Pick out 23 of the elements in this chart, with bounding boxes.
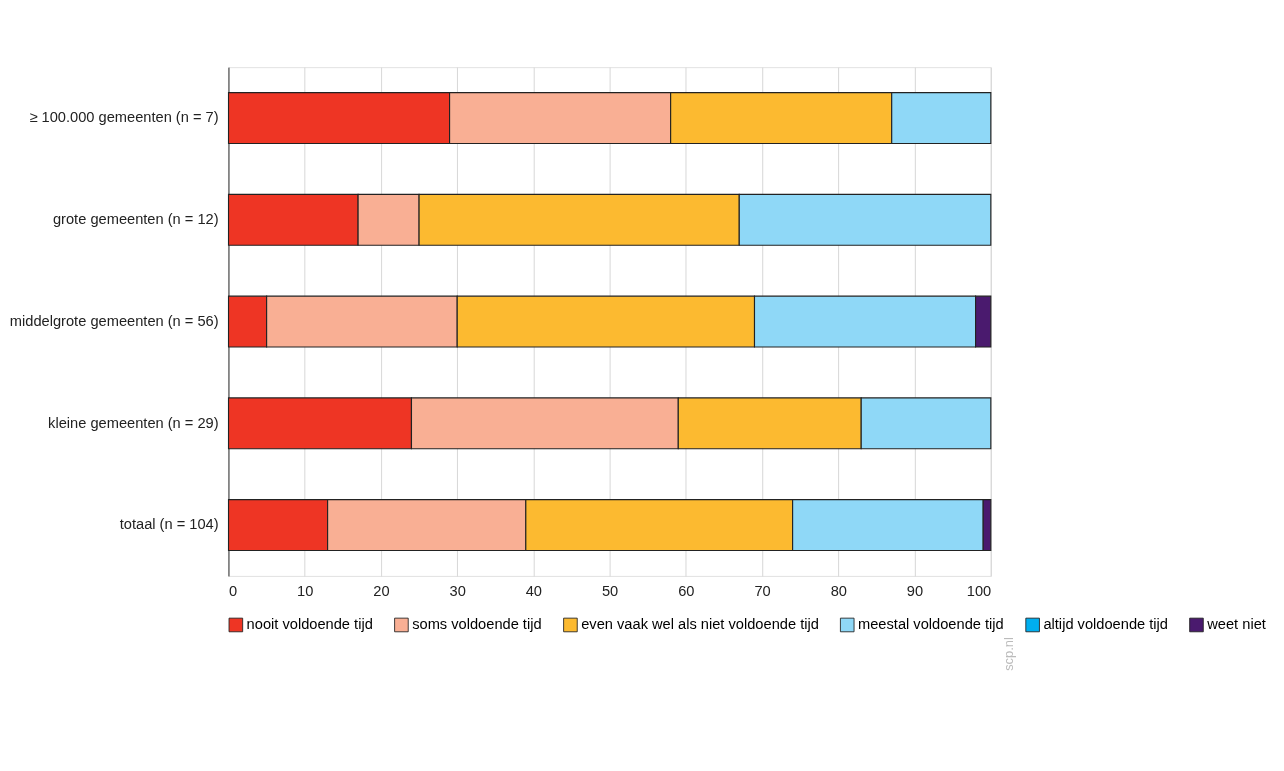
y-tick-label: ≥ 100.000 gemeenten (n = 7) (29, 109, 219, 126)
legend-label: weet niet (1206, 616, 1266, 633)
x-tick-label: 90 (906, 583, 924, 600)
x-tick-label: 10 (297, 583, 314, 600)
x-tick-label: 40 (525, 583, 543, 600)
legend-label: soms voldoende tijd (412, 616, 542, 633)
legend-label: meestal voldoende tijd (858, 616, 1004, 633)
legend-label: nooit voldoende tijd (246, 616, 373, 633)
x-tick-label: 80 (830, 583, 847, 600)
x-tick-label: 70 (754, 583, 771, 600)
y-tick-label: grote gemeenten (n = 12) (52, 211, 219, 228)
x-tick-label: 50 (601, 583, 619, 600)
legend-label: altijd voldoende tijd (1043, 616, 1168, 633)
x-tick-label: 20 (373, 583, 390, 600)
x-tick-label: 100 (966, 583, 992, 600)
y-tick-label: middelgrote gemeenten (n = 56) (9, 312, 219, 329)
text: scp.nl (1001, 637, 1017, 671)
y-tick-label: kleine gemeenten (n = 29) (48, 414, 219, 431)
x-tick-label: 30 (449, 583, 466, 600)
x-tick-label: 0 (228, 583, 238, 600)
y-tick-label: totaal (n = 104) (119, 516, 219, 533)
x-tick-label: 60 (678, 583, 695, 600)
legend-label: even vaak wel als niet voldoende tijd (581, 616, 819, 633)
